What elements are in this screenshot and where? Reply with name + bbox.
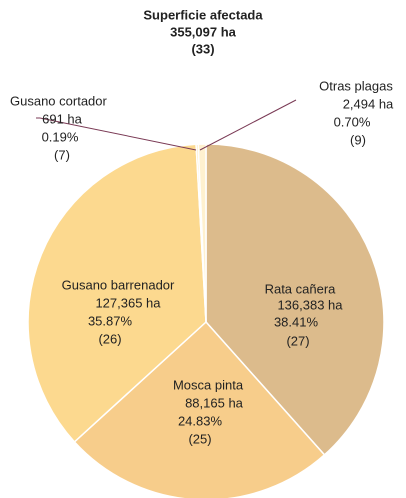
value-label: 0.19%	[42, 129, 79, 144]
count-label: (9)	[350, 132, 366, 147]
category-label: Mosca pinta	[173, 377, 244, 392]
pie-slice	[197, 143, 207, 323]
area-label: 136,383 ha	[277, 297, 343, 312]
category-label: Gusano barrenador	[62, 277, 175, 292]
count-label: (7)	[54, 147, 70, 162]
area-label: 88,165 ha	[185, 395, 244, 410]
pie-slice	[205, 143, 385, 456]
area-label: 127,365 ha	[95, 295, 161, 310]
value-label: 24.83%	[178, 413, 223, 428]
pie	[27, 143, 385, 498]
category-label: Gusano cortador	[10, 93, 108, 108]
value-label: 38.41%	[274, 314, 319, 329]
category-label: Rata cañera	[265, 281, 337, 296]
area-label: 691 ha	[42, 111, 83, 126]
category-label: Otras plagas	[319, 78, 393, 93]
pie-slice	[73, 320, 326, 498]
chart-title: Superficie afectada	[143, 7, 263, 22]
value-label: 35.87%	[88, 313, 133, 328]
chart-total: 355,097 ha	[170, 24, 237, 39]
count-label: (25)	[188, 431, 211, 446]
leader-line	[199, 99, 297, 151]
leader-line	[36, 117, 197, 151]
area-label: 2,494 ha	[343, 96, 394, 111]
count-label: (27)	[286, 333, 309, 348]
chart-count: (33)	[191, 41, 214, 56]
pie-slice	[27, 143, 207, 443]
value-label: 0.70%	[334, 114, 371, 129]
count-label: (26)	[98, 331, 121, 346]
